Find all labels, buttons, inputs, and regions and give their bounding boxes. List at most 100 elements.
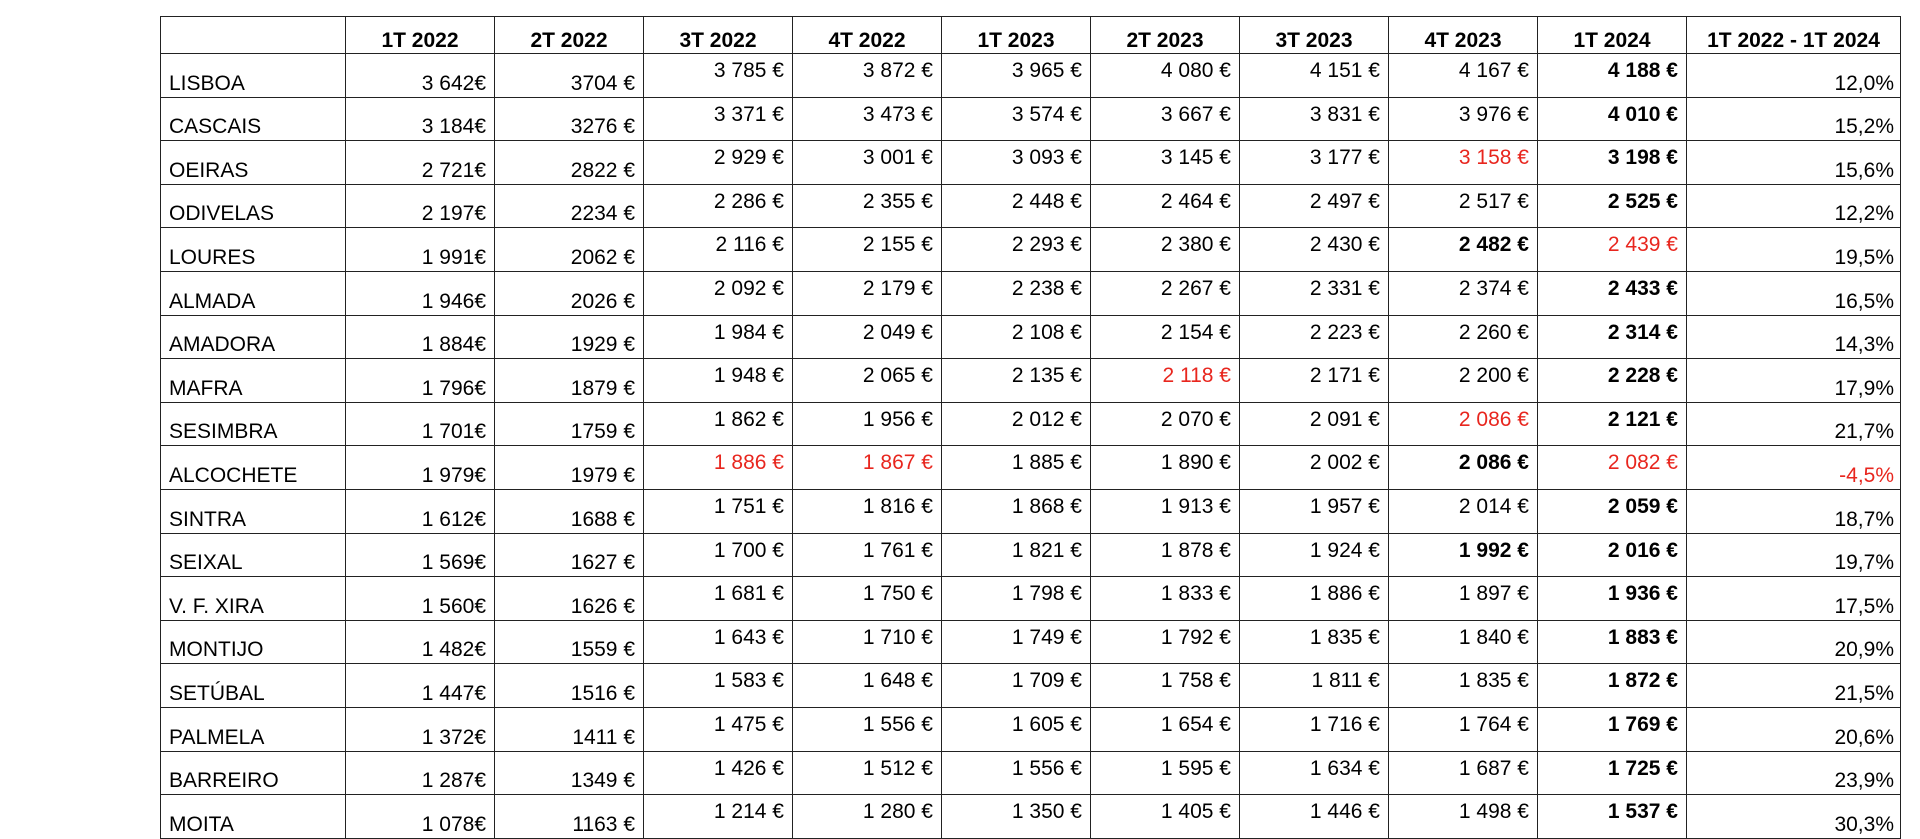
cell-2t-2022: 2062 €	[494, 227, 644, 272]
cell-change: 19,7%	[1686, 532, 1901, 578]
cell-4t-2023: 1 897 €	[1388, 576, 1538, 621]
municipality-name: MONTIJO	[160, 619, 346, 665]
cell-1t-2024: 2 059 €	[1537, 488, 1687, 534]
cell-1t-2023: 2 448 €	[941, 183, 1091, 229]
cell-1t-2023: 1 885 €	[941, 445, 1091, 490]
cell-2t-2023: 2 267 €	[1090, 270, 1240, 316]
cell-4t-2023: 1 687 €	[1388, 750, 1538, 796]
cell-3t-2023: 2 091 €	[1239, 401, 1389, 447]
cell-4t-2022: 2 355 €	[792, 183, 942, 229]
municipality-name: SESIMBRA	[160, 401, 346, 447]
cell-4t-2022: 1 280 €	[792, 794, 942, 839]
cell-3t-2023: 2 002 €	[1239, 445, 1389, 490]
cell-4t-2022: 2 049 €	[792, 314, 942, 360]
cell-change: 12,0%	[1686, 53, 1901, 98]
cell-2t-2023: 1 890 €	[1090, 445, 1240, 490]
cell-4t-2022: 1 556 €	[792, 706, 942, 752]
municipality-name: V. F. XIRA	[160, 576, 346, 621]
cell-4t-2022: 1 648 €	[792, 663, 942, 708]
cell-4t-2022: 1 512 €	[792, 750, 942, 796]
cell-2t-2023: 3 145 €	[1090, 140, 1240, 185]
municipality-name: LISBOA	[160, 53, 346, 98]
cell-3t-2022: 1 984 €	[643, 314, 793, 360]
table-row: SINTRA 1 612€ 1688 €1 751 €1 816 €1 868 €1…	[160, 488, 1901, 534]
table-row: SEIXAL 1 569€ 1627 €1 700 €1 761 €1 821 €1…	[160, 532, 1901, 578]
cell-change: 18,7%	[1686, 488, 1901, 534]
cell-2t-2023: 1 595 €	[1090, 750, 1240, 796]
table-row: MAFRA 1 796€ 1879 €1 948 €2 065 €2 135 €2 …	[160, 358, 1901, 403]
municipality-name: ALMADA	[160, 270, 346, 316]
cell-change: 17,5%	[1686, 576, 1901, 621]
municipality-name: BARREIRO	[160, 750, 346, 796]
header-corner	[160, 16, 346, 54]
cell-2t-2022: 1879 €	[494, 358, 644, 403]
municipality-name: ODIVELAS	[160, 183, 346, 229]
table-row: LOURES 1 991€ 2062 €2 116 €2 155 €2 293 €2…	[160, 227, 1901, 272]
cell-2t-2023: 1 878 €	[1090, 532, 1240, 578]
cell-3t-2022: 1 886 €	[643, 445, 793, 490]
municipality-name: AMADORA	[160, 314, 346, 360]
table-body: LISBOA 3 642€ 3704 €3 785 €3 872 €3 965 €4…	[160, 53, 1901, 839]
cell-3t-2022: 1 862 €	[643, 401, 793, 447]
cell-3t-2022: 1 751 €	[643, 488, 793, 534]
cell-4t-2023: 2 200 €	[1388, 358, 1538, 403]
cell-3t-2023: 2 171 €	[1239, 358, 1389, 403]
cell-1t-2022: 1 612€	[345, 488, 495, 534]
cell-3t-2023: 1 924 €	[1239, 532, 1389, 578]
cell-2t-2022: 1516 €	[494, 663, 644, 708]
table-row: OEIRAS 2 721€ 2822 €2 929 €3 001 €3 093 €3…	[160, 140, 1901, 185]
cell-2t-2022: 1688 €	[494, 488, 644, 534]
cell-1t-2022: 1 979€	[345, 445, 495, 490]
cell-2t-2022: 2234 €	[494, 183, 644, 229]
cell-1t-2022: 3 642€	[345, 53, 495, 98]
cell-3t-2022: 3 371 €	[643, 96, 793, 142]
header-1t-2023: 1T 2023	[941, 16, 1091, 54]
cell-1t-2024: 4 188 €	[1537, 53, 1687, 98]
cell-1t-2022: 1 991€	[345, 227, 495, 272]
cell-1t-2023: 2 135 €	[941, 358, 1091, 403]
cell-3t-2022: 3 785 €	[643, 53, 793, 98]
cell-change: 16,5%	[1686, 270, 1901, 316]
cell-change: 15,6%	[1686, 140, 1901, 185]
table-row: AMADORA 1 884€ 1929 €1 984 €2 049 €2 108 €…	[160, 314, 1901, 360]
cell-4t-2023: 4 167 €	[1388, 53, 1538, 98]
table-row: LISBOA 3 642€ 3704 €3 785 €3 872 €3 965 €4…	[160, 53, 1901, 98]
table-row: ALCOCHETE 1 979€ 1979 €1 886 €1 867 €1 885…	[160, 445, 1901, 490]
cell-2t-2022: 1163 €	[494, 794, 644, 839]
header-4t-2022: 4T 2022	[792, 16, 942, 54]
cell-2t-2023: 2 154 €	[1090, 314, 1240, 360]
cell-3t-2023: 1 811 €	[1239, 663, 1389, 708]
cell-1t-2022: 2 197€	[345, 183, 495, 229]
municipality-name: MAFRA	[160, 358, 346, 403]
cell-change: 23,9%	[1686, 750, 1901, 796]
cell-1t-2024: 1 936 €	[1537, 576, 1687, 621]
municipality-name: MOITA	[160, 794, 346, 839]
table-row: ALMADA 1 946€ 2026 €2 092 €2 179 €2 238 €2…	[160, 270, 1901, 316]
cell-1t-2024: 2 228 €	[1537, 358, 1687, 403]
cell-4t-2022: 1 750 €	[792, 576, 942, 621]
cell-2t-2023: 2 070 €	[1090, 401, 1240, 447]
header-2t-2022: 2T 2022	[494, 16, 644, 54]
cell-1t-2022: 1 946€	[345, 270, 495, 316]
cell-3t-2022: 1 948 €	[643, 358, 793, 403]
cell-4t-2022: 1 710 €	[792, 619, 942, 665]
cell-4t-2023: 3 158 €	[1388, 140, 1538, 185]
cell-3t-2022: 1 583 €	[643, 663, 793, 708]
cell-4t-2022: 1 761 €	[792, 532, 942, 578]
cell-change: 19,5%	[1686, 227, 1901, 272]
cell-4t-2022: 3 001 €	[792, 140, 942, 185]
cell-3t-2022: 1 681 €	[643, 576, 793, 621]
cell-1t-2024: 1 537 €	[1537, 794, 1687, 839]
header-4t-2023: 4T 2023	[1388, 16, 1538, 54]
cell-4t-2023: 1 764 €	[1388, 706, 1538, 752]
cell-1t-2022: 1 372€	[345, 706, 495, 752]
cell-2t-2022: 1559 €	[494, 619, 644, 665]
cell-3t-2023: 3 177 €	[1239, 140, 1389, 185]
cell-3t-2023: 1 835 €	[1239, 619, 1389, 665]
cell-2t-2023: 1 913 €	[1090, 488, 1240, 534]
cell-3t-2022: 1 700 €	[643, 532, 793, 578]
cell-2t-2022: 1411 €	[494, 706, 644, 752]
header-3t-2022: 3T 2022	[643, 16, 793, 54]
cell-3t-2023: 2 223 €	[1239, 314, 1389, 360]
table-row: MONTIJO 1 482€ 1559 €1 643 €1 710 €1 749 €…	[160, 619, 1901, 665]
